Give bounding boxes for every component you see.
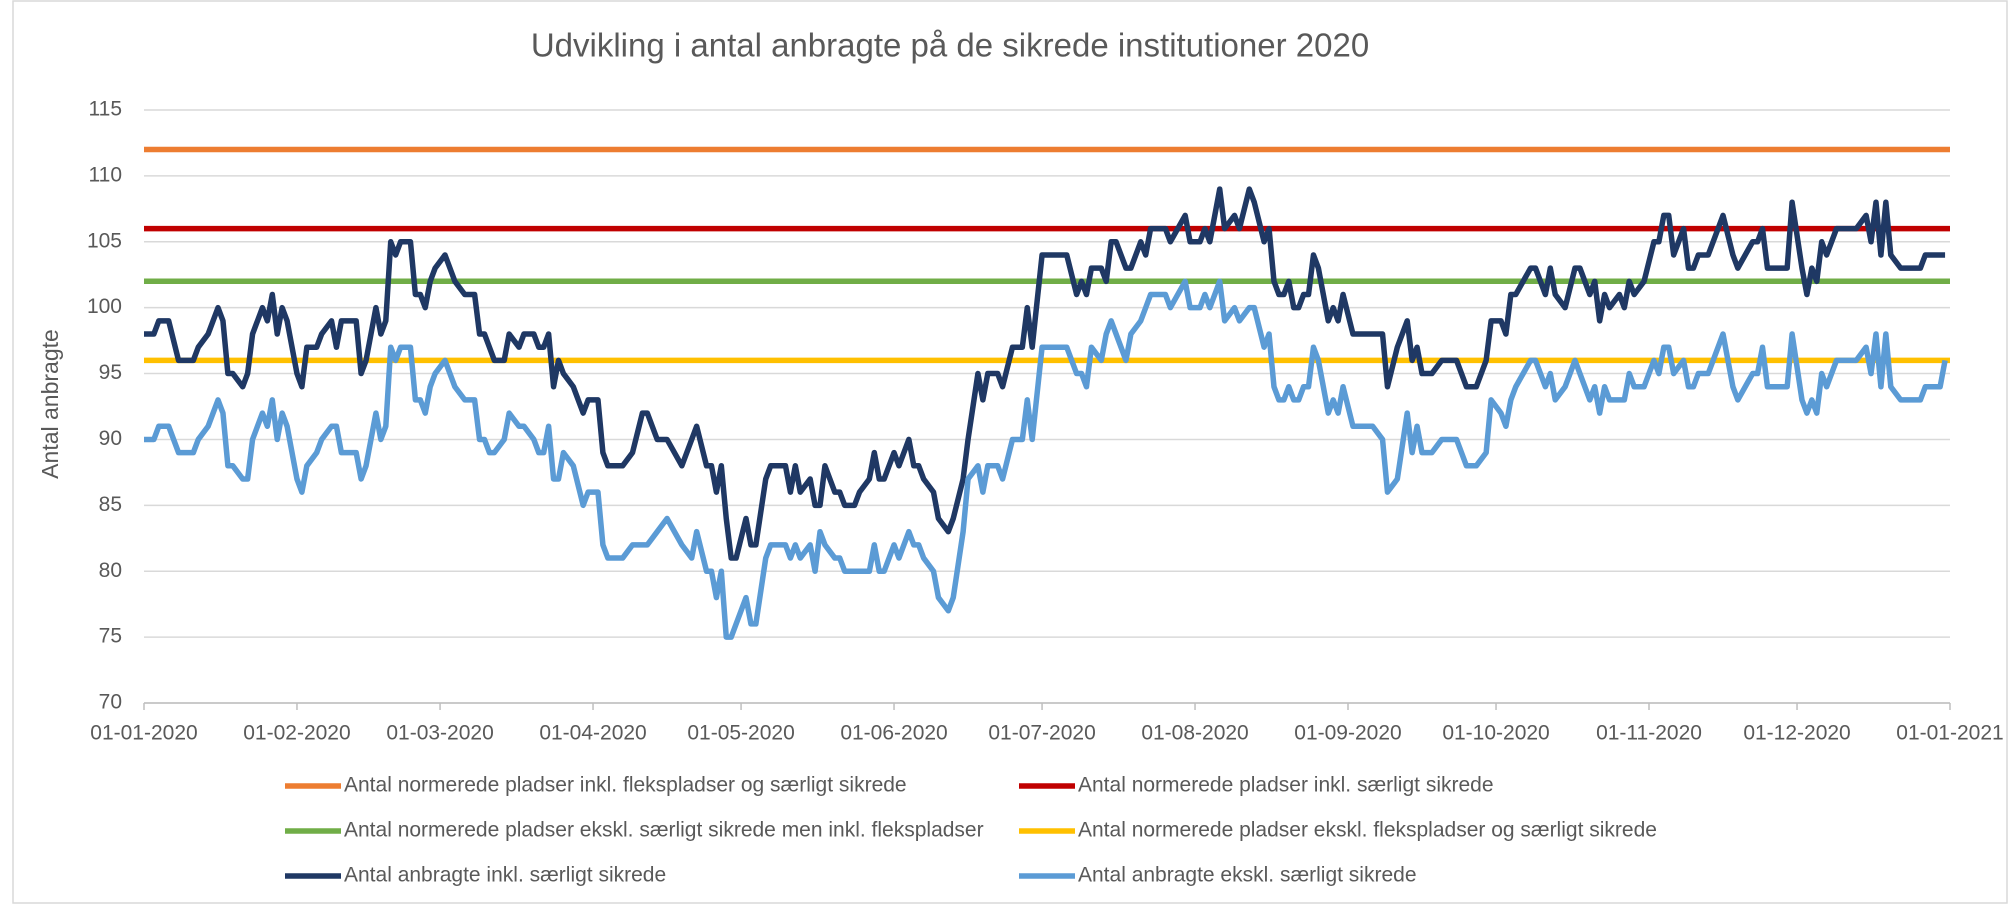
legend-label: Antal normerede pladser ekskl. særligt s… bbox=[344, 819, 984, 842]
x-tick-label: 01-03-2020 bbox=[386, 722, 493, 745]
y-axis-title: Antal anbragte bbox=[37, 329, 63, 479]
x-tick-label: 01-08-2020 bbox=[1141, 722, 1248, 745]
y-tick-label: 105 bbox=[87, 229, 122, 252]
series-line bbox=[144, 186, 1946, 561]
x-tick-label: 01-01-2020 bbox=[90, 722, 197, 745]
y-tick-label: 70 bbox=[99, 691, 122, 714]
y-tick-label: 115 bbox=[89, 98, 122, 121]
x-tick-label: 01-11-2020 bbox=[1596, 722, 1702, 745]
legend-label: Antal anbragte inkl. særligt sikrede bbox=[344, 864, 666, 887]
y-tick-label: 95 bbox=[99, 361, 122, 384]
y-tick-label: 85 bbox=[99, 493, 122, 516]
x-tick-label: 01-07-2020 bbox=[988, 722, 1095, 745]
legend-label: Antal normerede pladser ekskl. fleksplad… bbox=[1078, 819, 1657, 842]
x-tick-label: 01-02-2020 bbox=[243, 722, 350, 745]
x-tick-label: 01-12-2020 bbox=[1743, 722, 1850, 745]
y-tick-label: 110 bbox=[89, 163, 122, 186]
legend-label: Antal normerede pladser inkl. fleksplads… bbox=[344, 774, 907, 797]
x-tick-label: 01-09-2020 bbox=[1294, 722, 1401, 745]
y-tick-label: 90 bbox=[99, 427, 122, 450]
legend-label: Antal anbragte ekskl. særligt sikrede bbox=[1078, 864, 1417, 887]
y-tick-label: 100 bbox=[87, 295, 122, 318]
x-tick-label: 01-10-2020 bbox=[1442, 722, 1549, 745]
x-tick-label: 01-01-2021 bbox=[1896, 722, 2003, 745]
x-tick-label: 01-05-2020 bbox=[687, 722, 794, 745]
x-tick-label: 01-06-2020 bbox=[840, 722, 947, 745]
y-tick-label: 80 bbox=[99, 559, 122, 582]
x-tick-label: 01-04-2020 bbox=[539, 722, 646, 745]
series-line bbox=[144, 278, 1948, 640]
legend-label: Antal normerede pladser inkl. særligt si… bbox=[1078, 774, 1494, 797]
chart-title: Udvikling i antal anbragte på de sikrede… bbox=[531, 27, 1369, 64]
y-tick-label: 75 bbox=[99, 625, 122, 648]
